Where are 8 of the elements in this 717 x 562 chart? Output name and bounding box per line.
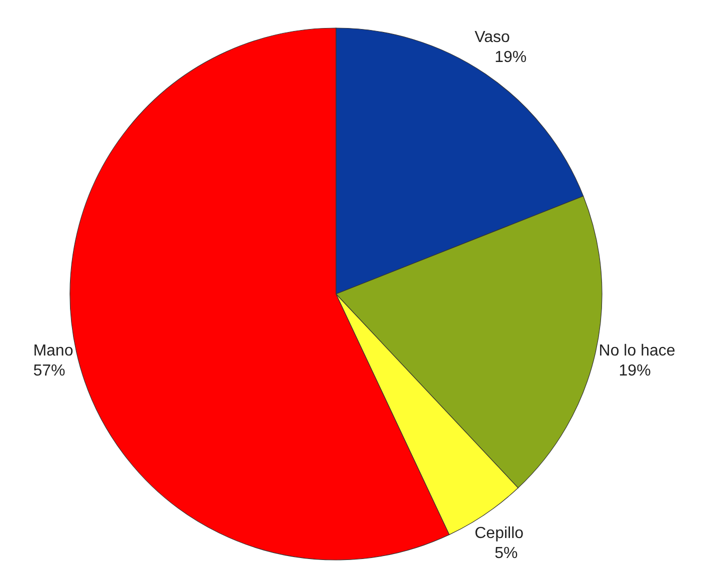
data-label: 57%: [33, 362, 66, 380]
slice-label: Vaso: [474, 28, 510, 46]
data-label: 19%: [618, 362, 651, 380]
data-label: 5%: [494, 545, 518, 562]
slice-label: No lo hace: [598, 342, 676, 360]
data-label: 19%: [494, 48, 527, 66]
slice-label: Cepillo: [474, 525, 524, 542]
slice-label: Mano: [33, 342, 74, 360]
